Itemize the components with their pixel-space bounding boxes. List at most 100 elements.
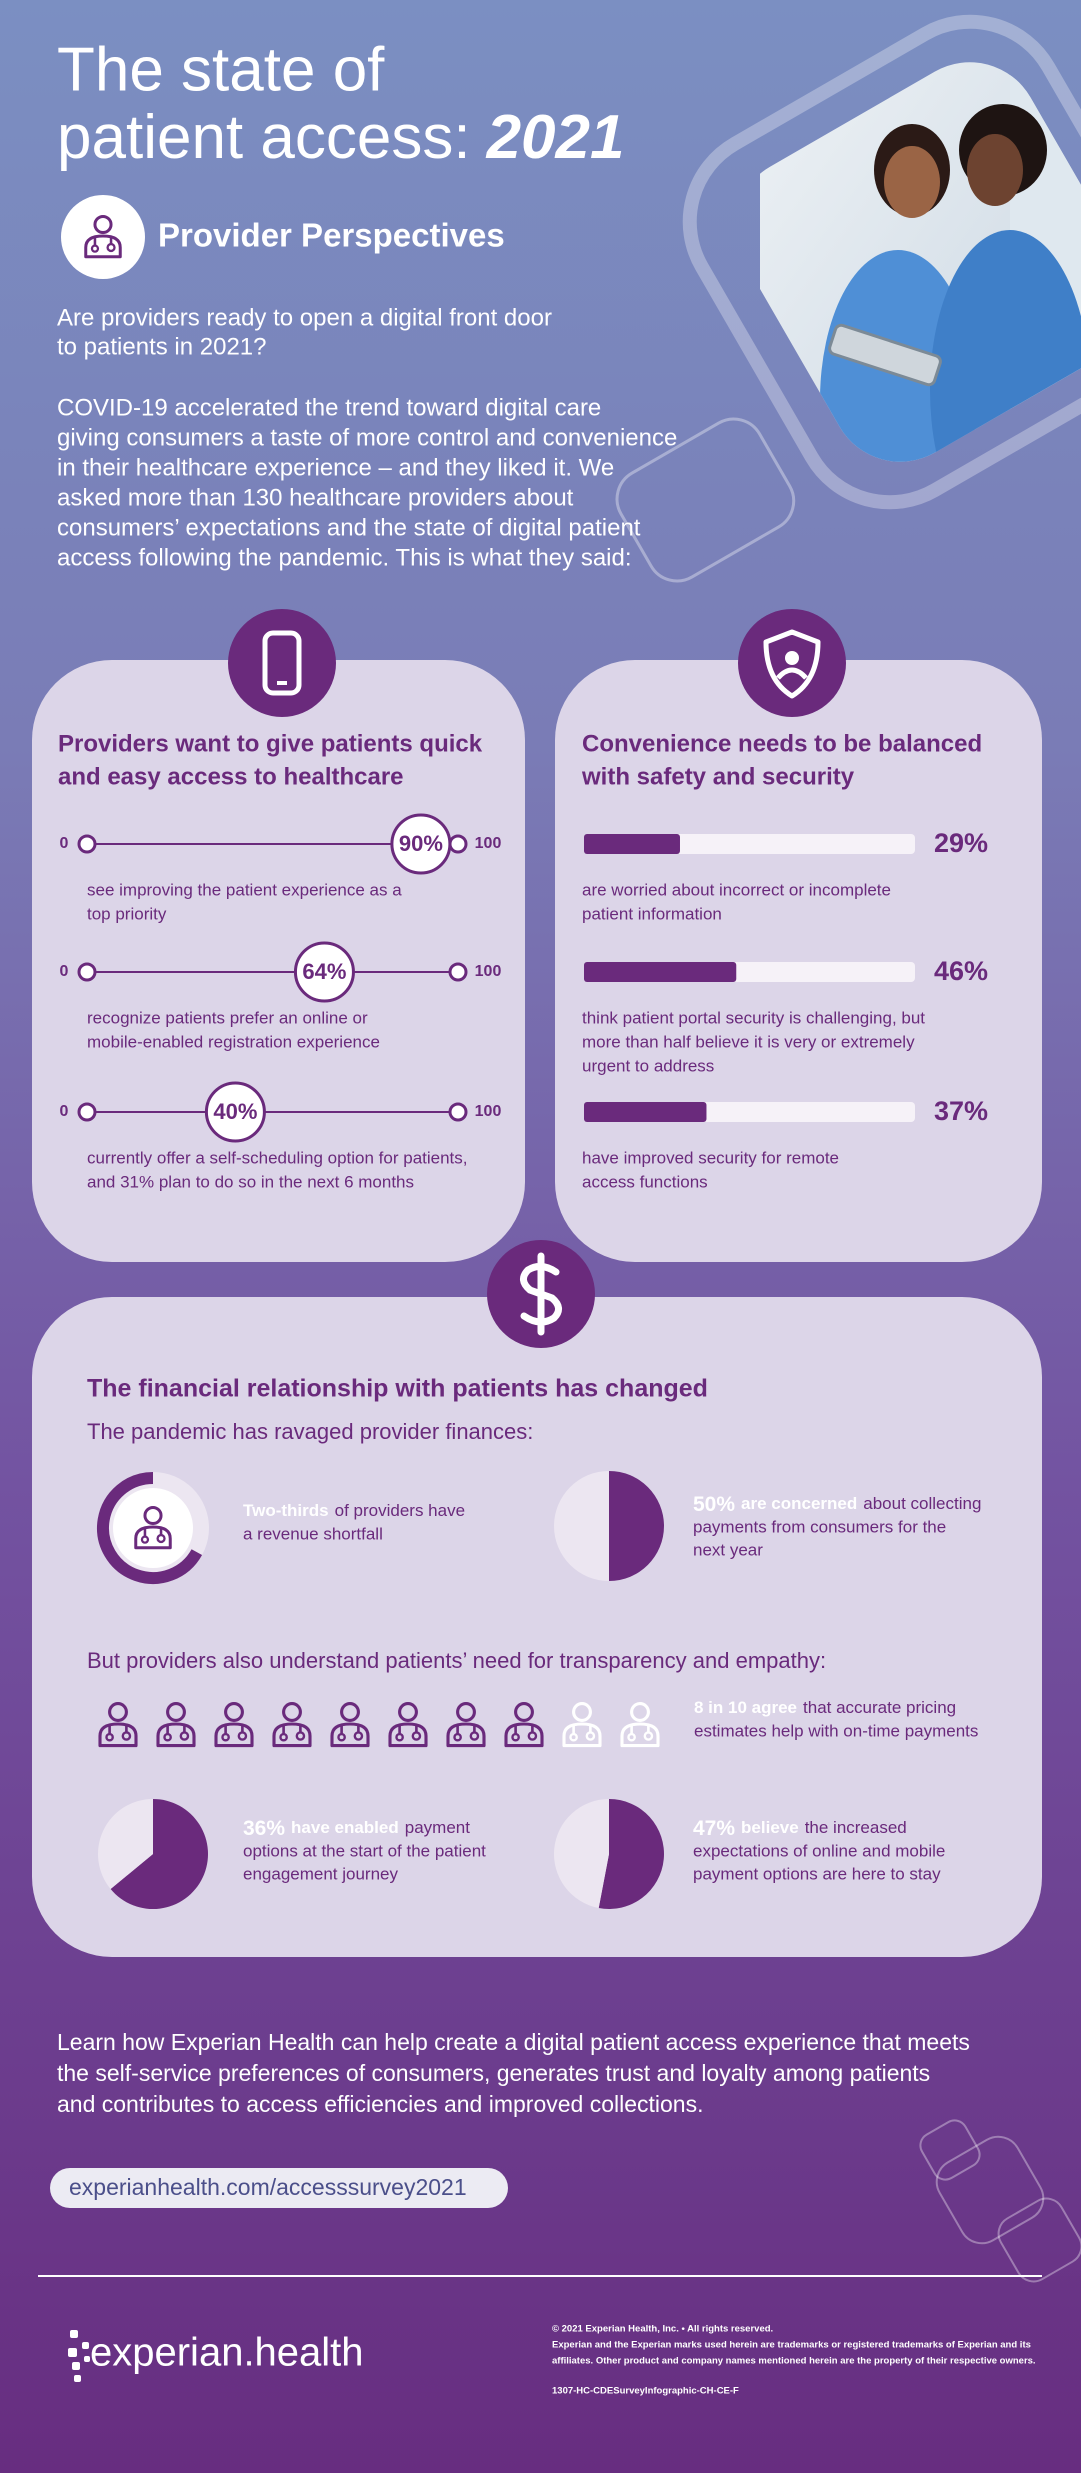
slider-label: 64%: [302, 959, 346, 984]
slider-max: 100: [475, 1103, 502, 1120]
slider-knob: [204, 1081, 266, 1143]
question: Are providers ready to open a digital fr…: [57, 304, 552, 331]
stat-text: currently offer a self-scheduling option…: [87, 1148, 468, 1167]
shield-icon: [763, 629, 821, 699]
stat-value: Two-thirds: [243, 1501, 329, 1520]
stat-text: estimates help with on-time payments: [694, 1721, 978, 1740]
stat-text: options at the start of the patient: [243, 1841, 486, 1860]
legal-code: 1307-HC-CDESurveyInfographic-CH-CE-F: [552, 2386, 739, 2397]
slider-end: [77, 962, 97, 982]
stat-text: 36% have enabled payment: [243, 1817, 470, 1840]
stat-highlight: have enabled: [291, 1818, 399, 1837]
pie-slice: [554, 1799, 609, 1909]
section-subheading: The pandemic has ravaged provider financ…: [87, 1419, 533, 1444]
slider-label: 90%: [399, 831, 443, 856]
logo-mark: [68, 2348, 77, 2357]
slider-min: 0: [60, 963, 69, 980]
stat-value: 36%: [243, 1817, 285, 1840]
bar-label: 37%: [934, 1096, 988, 1126]
stat-text: 47% believe the increased: [693, 1817, 907, 1840]
stat-text: expectations of online and mobile: [693, 1841, 945, 1860]
logo: experian.health: [90, 2331, 364, 2375]
title: patient access: 2021: [57, 103, 625, 172]
legal-text: Experian and the Experian marks used her…: [552, 2340, 1031, 2351]
pie-slice: [97, 1799, 153, 1890]
logo-mark: [70, 2330, 78, 2338]
logo-mark: [82, 2342, 89, 2349]
intro: consumers’ expectations and the state of…: [57, 514, 641, 541]
stat-text: top priority: [87, 904, 167, 923]
slider-end: [448, 1102, 468, 1122]
pie-slice: [554, 1471, 609, 1581]
stat-rest: that accurate pricing: [803, 1698, 956, 1717]
stat-text: urgent to address: [582, 1056, 714, 1075]
title: The state of: [57, 35, 385, 104]
section-heading: The financial relationship with patients…: [87, 1375, 708, 1403]
bar: [584, 962, 737, 982]
logo-mark: [72, 2362, 80, 2370]
pie-rest: [598, 1799, 665, 1910]
pie-rest: [110, 1799, 208, 1909]
stat-text: payments from consumers for the: [693, 1517, 946, 1536]
title-year: 2021: [486, 103, 625, 172]
cta-text: the self-service preferences of consumer…: [57, 2060, 930, 2086]
question: to patients in 2021?: [57, 333, 267, 360]
slider-min: 0: [60, 1103, 69, 1120]
url-pill: [50, 2168, 508, 2208]
cta-text: Learn how Experian Health can help creat…: [57, 2029, 970, 2055]
slider-end: [448, 962, 468, 982]
stat-text: are worried about incorrect or incomplet…: [582, 880, 891, 899]
stat-highlight: are concerned: [741, 1494, 857, 1513]
stat-rest: about collecting: [863, 1494, 981, 1513]
bar-label: 29%: [934, 828, 988, 858]
stat-text: a revenue shortfall: [243, 1524, 383, 1543]
stat-value: 47%: [693, 1817, 735, 1840]
stat-text: mobile-enabled registration experience: [87, 1032, 380, 1051]
stat-rest: the increased: [805, 1818, 907, 1837]
slider-end: [77, 1102, 97, 1122]
stat-text: have improved security for remote: [582, 1148, 839, 1167]
decoration: [935, 2135, 1045, 2245]
pie-rest: [609, 1471, 664, 1581]
cta-text: and contributes to access efficiencies a…: [57, 2091, 703, 2117]
slider-max: 100: [475, 835, 502, 852]
slider-knob: [390, 813, 452, 875]
stat-rest: payment: [405, 1818, 470, 1837]
intro: in their healthcare experience – and the…: [57, 454, 614, 481]
stat-text: access functions: [582, 1172, 708, 1191]
slider-label: 40%: [213, 1099, 257, 1124]
card: [32, 1297, 1042, 1957]
shield-icon: [776, 667, 808, 680]
stat-text: 8 in 10 agree that accurate pricing: [694, 1698, 956, 1717]
stat-text: payment options are here to stay: [693, 1864, 941, 1883]
card-icon-bg: [228, 609, 336, 717]
slider-end: [77, 834, 97, 854]
card-heading: Providers want to give patients quick: [58, 730, 483, 757]
stat-text: engagement journey: [243, 1864, 399, 1883]
decoration: [919, 2119, 981, 2181]
stat-rest: of providers have: [335, 1501, 465, 1520]
stat-text: patient information: [582, 904, 722, 923]
slider-end: [448, 834, 468, 854]
url-link[interactable]: experianhealth.com/accesssurvey2021: [50, 2168, 508, 2208]
donut-arc: [97, 1472, 203, 1584]
logo-mark: [84, 2356, 90, 2362]
stat-value: 50%: [693, 1493, 735, 1516]
slider-max: 100: [475, 963, 502, 980]
intro: giving consumers a taste of more control…: [57, 424, 677, 451]
legal-text: © 2021 Experian Health, Inc. • All right…: [552, 2324, 773, 2335]
slider-min: 0: [60, 835, 69, 852]
stat-text: recognize patients prefer an online or: [87, 1008, 368, 1027]
stat-highlight: believe: [741, 1818, 799, 1837]
slider-knob: [293, 941, 355, 1003]
intro: COVID-19 accelerated the trend toward di…: [57, 394, 601, 421]
card-heading: Convenience needs to be balanced: [582, 730, 982, 757]
stat-text: next year: [693, 1540, 763, 1559]
card-heading: with safety and security: [581, 763, 855, 790]
intro: asked more than 130 healthcare providers…: [57, 484, 574, 511]
bar: [584, 1102, 707, 1122]
stat-text: 50% are concerned about collecting: [693, 1493, 981, 1516]
decoration: [997, 2197, 1081, 2283]
